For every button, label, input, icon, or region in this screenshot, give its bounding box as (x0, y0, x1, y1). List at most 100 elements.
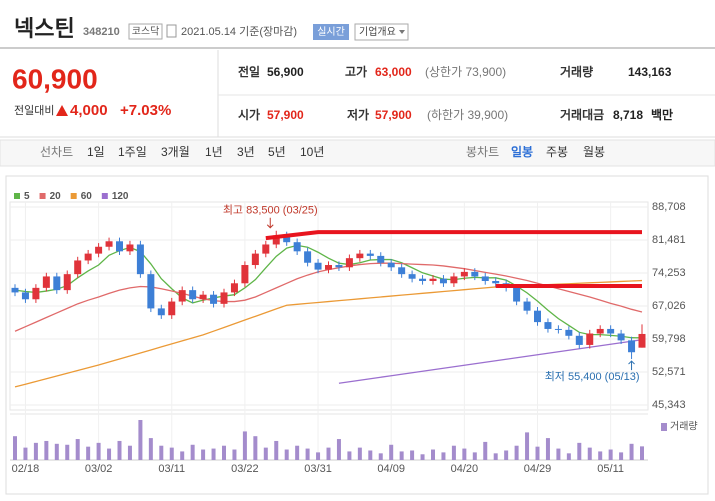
volume-bar (13, 436, 17, 460)
stat-label: 고가 (345, 64, 367, 79)
x-tick-label: 04/09 (377, 463, 405, 475)
candle-body (84, 253, 92, 261)
volume-bar (336, 439, 341, 460)
tab[interactable]: 3년 (237, 145, 255, 159)
volume-bar (180, 451, 185, 460)
volume-bar (451, 445, 456, 460)
candle-body (230, 283, 238, 293)
candle-body (335, 265, 343, 268)
volume-bar (33, 442, 38, 460)
tab[interactable]: 1주일 (118, 145, 147, 159)
volume-bar (44, 440, 49, 460)
volume-bar (587, 447, 592, 460)
candle-body (210, 294, 218, 304)
volume-bar (242, 431, 247, 460)
candle-body (105, 241, 113, 247)
volume-bar (389, 444, 394, 460)
y-tick-label: 59,798 (652, 333, 686, 345)
volume-bar (75, 439, 80, 460)
legend-swatch (70, 193, 77, 199)
x-tick-label: 04/29 (524, 463, 552, 475)
volume-bar (253, 436, 258, 460)
tab-selected[interactable]: 일봉 (511, 145, 533, 159)
tab[interactable]: 3개월 (161, 145, 190, 159)
annotation-arrow (628, 360, 635, 371)
stat-note: (상한가 73,900) (425, 65, 506, 79)
legend-swatch (39, 193, 46, 199)
volume-bar (556, 448, 561, 460)
candle-body (586, 333, 594, 345)
x-tick-label: 03/02 (85, 463, 113, 475)
stat-value: 63,000 (375, 65, 412, 79)
candle-body (450, 276, 458, 284)
y-tick-label: 88,708 (652, 201, 686, 213)
x-tick-label: 03/31 (304, 463, 332, 475)
candle-body (199, 294, 207, 300)
legend-label: 20 (50, 191, 62, 202)
volume-bar (566, 453, 571, 460)
candle-body (304, 251, 312, 263)
volume-bar (316, 452, 321, 460)
overview-button[interactable] (354, 23, 409, 41)
realtime-badge[interactable] (313, 24, 349, 40)
tab[interactable]: 1년 (205, 145, 223, 159)
candle-body (398, 267, 406, 275)
candle-body (481, 276, 489, 282)
y-tick-label: 81,481 (652, 234, 686, 246)
candle-body (544, 322, 552, 329)
tab[interactable]: 5년 (268, 145, 286, 159)
candle-body (53, 276, 61, 291)
volume-bar (86, 446, 91, 460)
candle-body (157, 308, 165, 316)
tab-group-label: 선차트 (40, 145, 73, 159)
y-tick-label: 74,253 (652, 267, 686, 279)
candle-body (460, 271, 468, 277)
legend-label: 5 (24, 191, 30, 202)
realtime[interactable]: 실시간 (317, 26, 345, 38)
legend-label: 거래량 (670, 421, 698, 433)
candle-body (523, 301, 531, 311)
candle-body (408, 274, 416, 279)
stat-unit: 백만 (651, 107, 673, 122)
volume-bar (347, 451, 352, 460)
candle-body (283, 235, 291, 243)
change-pct: +7.03% (120, 102, 171, 119)
candle-body (136, 244, 144, 275)
volume-bar (629, 443, 634, 460)
tab[interactable]: 10년 (300, 145, 324, 159)
price: 60,900 (12, 63, 98, 94)
tab[interactable]: 1일 (87, 145, 105, 159)
y-tick-label: 52,571 (652, 366, 686, 378)
volume-bar (211, 448, 216, 460)
volume-bar (65, 444, 70, 460)
annotation-arrow (266, 217, 274, 229)
market-badge (128, 23, 163, 40)
stat-label: 시가 (238, 107, 260, 122)
tab-group-label: 봉차트 (466, 145, 499, 159)
candle-body (293, 242, 301, 252)
stat-value: 57,900 (375, 108, 412, 122)
volume-bar (232, 449, 237, 460)
tab[interactable]: 주봉 (546, 145, 568, 159)
volume-bar (462, 448, 467, 460)
candle-body (325, 265, 332, 270)
stats: 전일 56,900 고가 63,000 (상한가 73,900) 거래량 143… (238, 64, 673, 122)
candle-body (147, 274, 155, 309)
volume-bar (525, 432, 530, 460)
overview[interactable]: 기업개요 (359, 25, 396, 38)
volume-bar (535, 446, 540, 460)
candle-body (617, 333, 625, 341)
dropdown-icon (399, 30, 405, 34)
volume-bar (598, 451, 603, 460)
volume-bar (441, 452, 446, 460)
stat-value: 8,718 (613, 108, 643, 122)
candle-body (251, 253, 259, 266)
volume-bar (127, 445, 132, 460)
candle-body (356, 253, 364, 259)
volume-bar (305, 448, 310, 460)
tab[interactable]: 월봉 (583, 145, 605, 159)
candle-body (21, 292, 29, 300)
volume-bar (295, 445, 300, 460)
candle-body (492, 281, 500, 284)
